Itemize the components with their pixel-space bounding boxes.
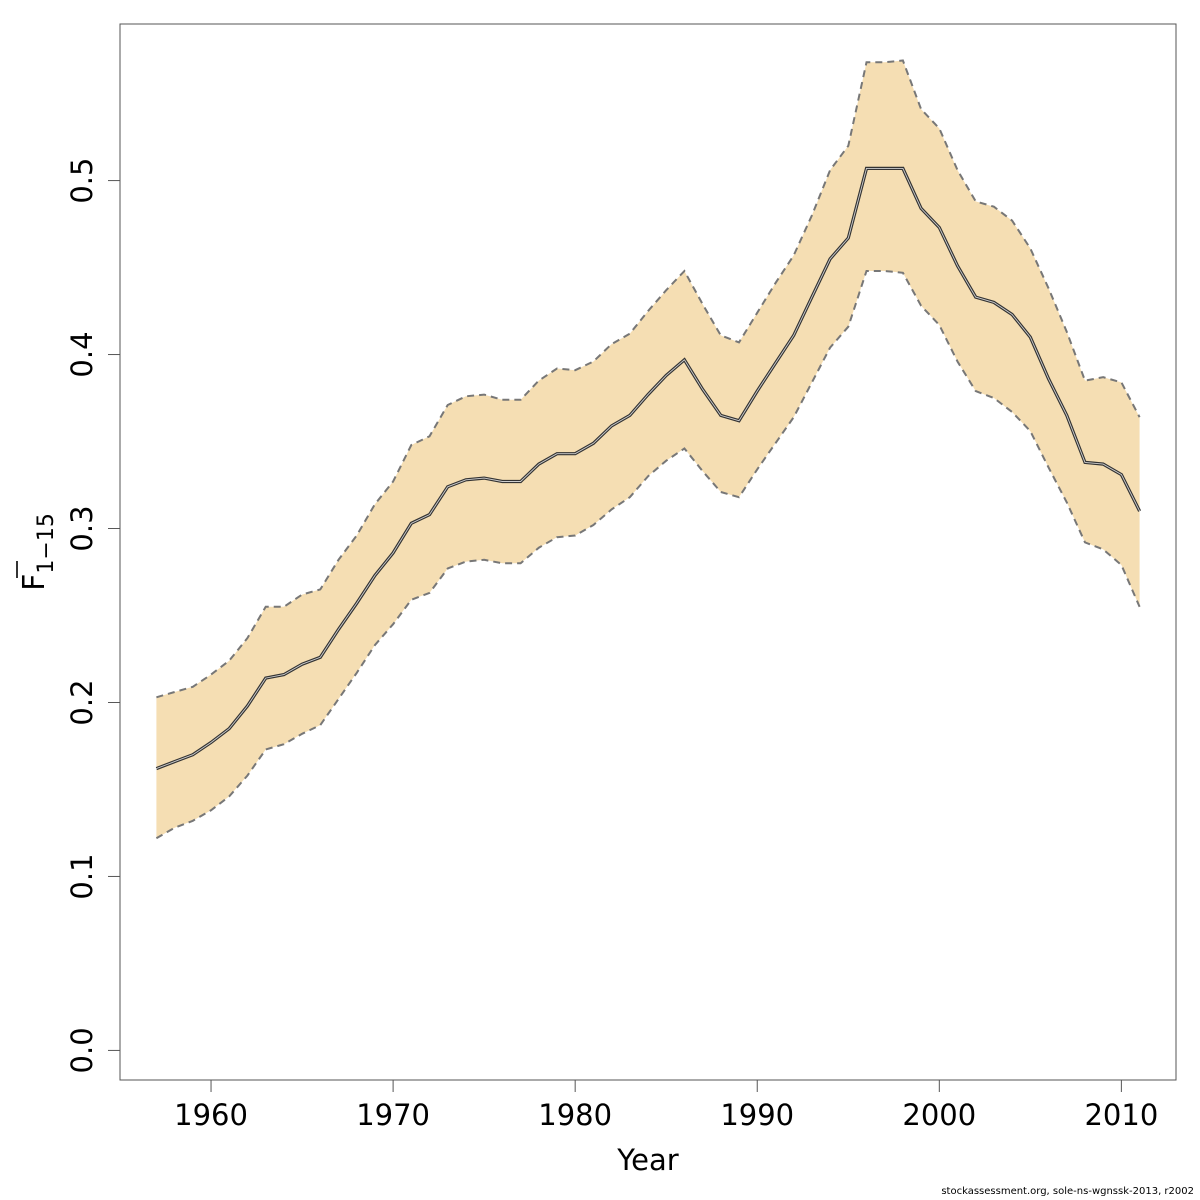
confidence-band-fill bbox=[156, 60, 1140, 839]
credit-text: stockassessment.org, sole-ns-wgnssk-2013… bbox=[941, 1186, 1194, 1197]
estimate-line-core bbox=[156, 167, 1141, 770]
lower-bound-line bbox=[155, 270, 1141, 840]
y-axis-label-subscript: 1−15 bbox=[34, 513, 59, 573]
y-axis-label: F1−15 bbox=[16, 513, 59, 591]
x-tick-label: 1970 bbox=[356, 1098, 430, 1132]
y-tick-label: 0.2 bbox=[65, 679, 99, 725]
confidence-band bbox=[156, 60, 1140, 839]
plot-area bbox=[119, 23, 1177, 1081]
y-axis: 0.0 0.1 0.2 0.3 0.4 0.5 bbox=[65, 158, 121, 1073]
x-axis-label: Year bbox=[616, 1143, 678, 1177]
y-tick-label: 0.5 bbox=[65, 158, 99, 204]
upper-bound-line bbox=[156, 59, 1141, 699]
y-tick-label: 0.0 bbox=[65, 1027, 99, 1073]
x-tick-label: 2000 bbox=[902, 1098, 976, 1132]
estimate-line-group bbox=[155, 59, 1142, 840]
y-tick-label: 0.1 bbox=[65, 853, 99, 899]
svg-text:F1−15: F1−15 bbox=[17, 513, 59, 591]
x-tick-label: 1960 bbox=[174, 1098, 248, 1132]
x-axis: 1960 1970 1980 1990 2000 2010 bbox=[174, 1079, 1158, 1132]
y-axis-label-main: F bbox=[17, 574, 52, 591]
x-tick-label: 1980 bbox=[538, 1098, 612, 1132]
y-tick-label: 0.4 bbox=[65, 331, 99, 377]
x-tick-label: 2010 bbox=[1084, 1098, 1158, 1132]
y-tick-label: 0.3 bbox=[65, 505, 99, 551]
x-tick-label: 1990 bbox=[720, 1098, 794, 1132]
